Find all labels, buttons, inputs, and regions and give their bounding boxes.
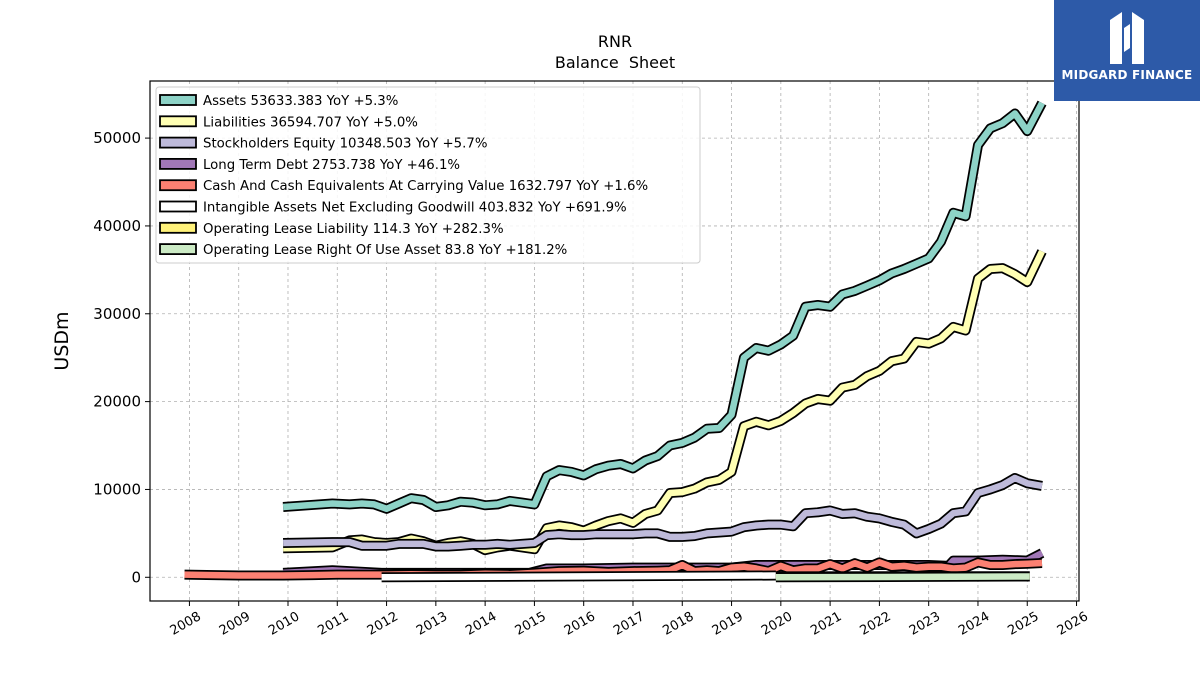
logo-text: MIDGARD FINANCE [1061, 68, 1193, 82]
legend-swatch [159, 179, 197, 192]
x-tick-label: 2021 [808, 609, 844, 639]
legend-swatch [159, 94, 197, 106]
x-tick-label: 2008 [168, 609, 204, 639]
legend-swatch [159, 243, 197, 256]
legend-box [155, 86, 701, 264]
legend-entry: Operating Lease Right Of Use Asset 83.8 … [203, 243, 567, 258]
logo-mark-icon [1110, 12, 1144, 64]
x-tick-label: 2018 [660, 609, 696, 639]
x-tick-label: 2024 [956, 609, 992, 639]
x-tick-label: 2020 [759, 609, 795, 639]
series-line [381, 572, 776, 581]
chart-title: RNR [598, 32, 632, 51]
legend: Assets 53633.383 YoY +5.3% Liabilities 36… [155, 86, 701, 264]
plot-frame [149, 80, 1080, 602]
legend-swatch [159, 136, 197, 149]
y-tick-label: 40000 [93, 217, 141, 235]
y-tick-label: 10000 [93, 480, 141, 498]
legend-entry: Long Term Debt 2753.738 YoY +46.1% [203, 158, 460, 173]
x-tick-label: 2009 [217, 609, 253, 639]
legend-entry: Operating Lease Liability 114.3 YoY +282… [203, 222, 504, 237]
legend-entry: Intangible Assets Net Excluding Goodwill… [203, 201, 627, 216]
x-tick-label: 2022 [858, 609, 894, 639]
x-tick-label: 2026 [1055, 609, 1091, 639]
legend-swatch [159, 221, 197, 234]
legend-swatch [159, 115, 197, 128]
x-tick-label: 2012 [365, 609, 401, 639]
x-tick-label: 2016 [562, 609, 598, 639]
legend-entry: Assets 53633.383 YoY +5.3% [203, 94, 398, 109]
series-line [283, 474, 1043, 550]
y-axis-label: USDm [51, 311, 73, 370]
legend-swatch [159, 157, 197, 170]
x-tick-label: 2023 [907, 609, 943, 639]
x-tick-label: 2017 [611, 609, 647, 639]
legend-entry: Liabilities 36594.707 YoY +5.0% [203, 115, 418, 130]
y-axis: 0 10000 20000 30000 40000 50000 [93, 129, 150, 586]
midgard-finance-logo: MIDGARD FINANCE [1054, 0, 1200, 101]
series-line [282, 101, 1045, 513]
x-tick-label: 2019 [710, 609, 746, 639]
x-tick-label: 2025 [1005, 609, 1041, 639]
legend-swatch [159, 200, 197, 213]
y-tick-label: 0 [131, 568, 141, 586]
chart-subtitle: Balance Sheet [555, 53, 675, 72]
y-tick-label: 20000 [93, 393, 141, 411]
x-tick-label: 2011 [315, 609, 351, 639]
x-tick-label: 2015 [513, 609, 549, 639]
x-tick-label: 2013 [414, 609, 450, 639]
y-tick-label: 50000 [93, 129, 141, 147]
x-axis: 2008 2009 2010 2011 2012 2013 2014 2015 2016 2017… [168, 601, 1091, 639]
x-tick-label: 2014 [463, 609, 499, 639]
legend-entry: Cash And Cash Equivalents At Carrying Va… [203, 179, 648, 194]
legend-entry: Stockholders Equity 10348.503 YoY +5.7% [203, 137, 487, 152]
y-tick-label: 30000 [93, 305, 141, 323]
series-layer [184, 100, 1047, 583]
x-tick-label: 2010 [266, 609, 302, 639]
series-line [775, 573, 1030, 581]
